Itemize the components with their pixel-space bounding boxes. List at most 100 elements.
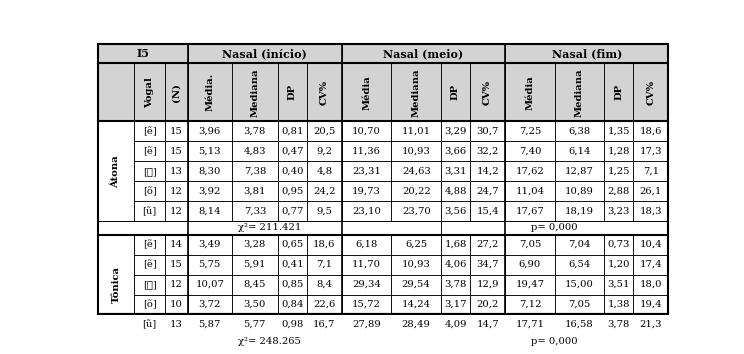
Bar (633, 161, 668, 181)
Text: 15,00: 15,00 (565, 280, 594, 289)
Text: 2,88: 2,88 (608, 187, 630, 196)
Bar (164, 255, 187, 275)
Bar (441, 275, 470, 295)
Bar (134, 181, 164, 201)
Bar (505, 141, 555, 161)
Text: 1,20: 1,20 (608, 260, 630, 269)
Text: 20,22: 20,22 (402, 187, 431, 196)
Bar (341, 235, 391, 255)
Text: p= 0,000: p= 0,000 (531, 337, 578, 346)
Bar (391, 161, 441, 181)
Bar (441, 255, 470, 275)
Text: 14,2: 14,2 (476, 167, 499, 176)
Text: 0,98: 0,98 (281, 320, 304, 329)
Bar (307, 275, 341, 295)
Bar (307, 161, 341, 181)
Bar (187, 314, 232, 335)
Bar (604, 235, 633, 255)
Bar (164, 314, 187, 335)
Bar (341, 255, 391, 275)
Bar (505, 295, 555, 314)
Text: 3,28: 3,28 (243, 240, 266, 249)
Text: 29,54: 29,54 (402, 280, 431, 289)
Bar (604, 63, 633, 121)
Text: 19,4: 19,4 (640, 300, 662, 309)
Bar (633, 63, 668, 121)
Bar (633, 275, 668, 295)
Bar (441, 161, 470, 181)
Bar (555, 295, 604, 314)
Text: 7,1: 7,1 (643, 167, 659, 176)
Text: 0,77: 0,77 (281, 207, 304, 216)
Text: 0,73: 0,73 (608, 240, 630, 249)
Text: 3,78: 3,78 (608, 320, 630, 329)
Text: Nasal (início): Nasal (início) (222, 48, 307, 59)
Bar (187, 141, 232, 161)
Text: 3,51: 3,51 (608, 280, 630, 289)
Bar (341, 235, 391, 255)
Bar (441, 235, 470, 255)
Bar (187, 63, 232, 121)
Bar (470, 235, 505, 255)
Text: 7,04: 7,04 (568, 240, 591, 249)
Bar (307, 235, 341, 255)
Text: 12: 12 (170, 187, 183, 196)
Bar (505, 161, 555, 181)
Bar (470, 63, 505, 121)
Bar (633, 235, 668, 255)
Bar (307, 121, 341, 141)
Bar (341, 141, 391, 161)
Bar (341, 63, 391, 121)
Bar (604, 295, 633, 314)
Bar (187, 181, 232, 201)
Text: 15,4: 15,4 (476, 207, 499, 216)
Text: 24,63: 24,63 (402, 167, 431, 176)
Bar (278, 141, 307, 161)
Text: 16,58: 16,58 (565, 320, 594, 329)
Text: 3,78: 3,78 (243, 127, 266, 136)
Text: [ũ]: [ũ] (142, 320, 157, 329)
Text: [õ]: [õ] (143, 187, 156, 196)
Text: 29,34: 29,34 (352, 280, 381, 289)
Bar (164, 63, 187, 121)
Bar (470, 255, 505, 275)
Bar (278, 255, 307, 275)
Bar (391, 295, 441, 314)
Bar (164, 255, 187, 275)
Bar (470, 275, 505, 295)
Text: 13: 13 (170, 167, 183, 176)
Bar (97, 63, 134, 121)
Bar (134, 141, 164, 161)
Bar (391, 121, 441, 141)
Bar (341, 44, 505, 63)
Bar (307, 201, 341, 221)
Bar (341, 314, 391, 335)
Bar (391, 235, 441, 255)
Text: 5,75: 5,75 (199, 260, 221, 269)
Bar (97, 121, 134, 221)
Text: (N): (N) (172, 83, 181, 102)
Bar (278, 255, 307, 275)
Bar (470, 201, 505, 221)
Bar (555, 161, 604, 181)
Text: Vogal: Vogal (145, 77, 154, 108)
Bar (232, 255, 278, 275)
Bar (555, 121, 604, 141)
Text: 3,72: 3,72 (199, 300, 221, 309)
Bar (555, 235, 604, 255)
Bar (604, 314, 633, 335)
Text: 15: 15 (170, 127, 183, 136)
Bar (505, 275, 555, 295)
Bar (470, 63, 505, 121)
Text: 23,10: 23,10 (352, 207, 381, 216)
Bar (341, 141, 391, 161)
Bar (134, 201, 164, 221)
Bar (441, 63, 470, 121)
Bar (134, 235, 164, 255)
Text: 1,35: 1,35 (608, 127, 630, 136)
Bar (505, 141, 555, 161)
Bar (278, 161, 307, 181)
Bar (505, 201, 555, 221)
Bar (604, 181, 633, 201)
Bar (633, 181, 668, 201)
